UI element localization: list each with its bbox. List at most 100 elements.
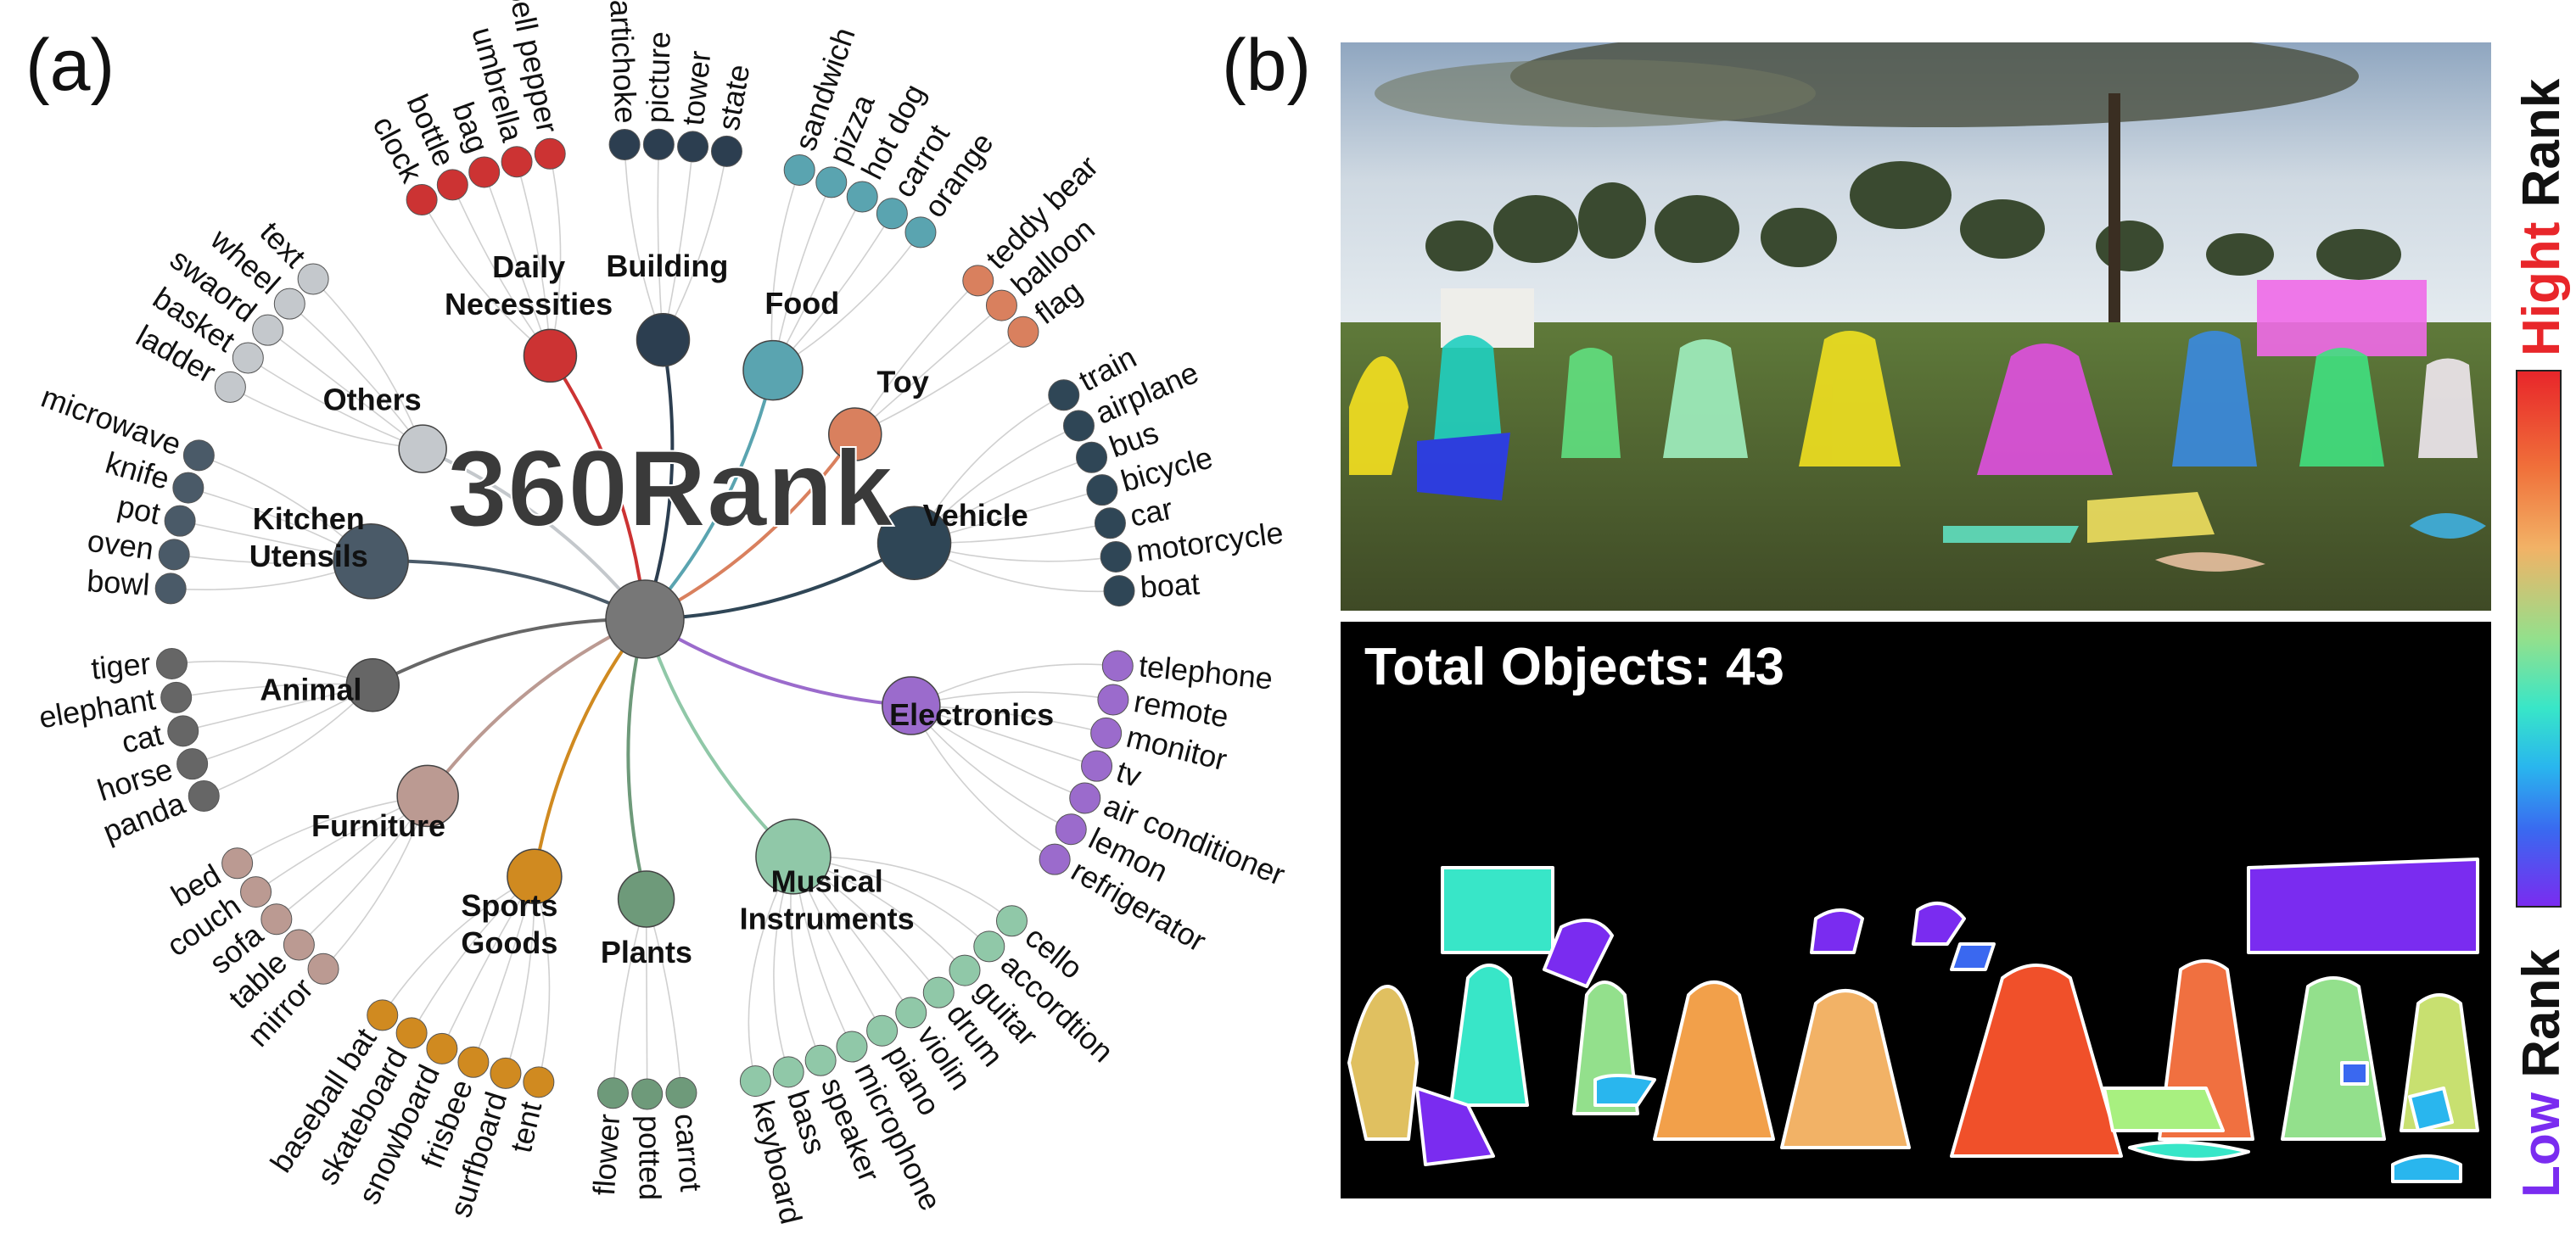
segmentation-mask: Total Objects: 43 — [1341, 622, 2491, 1198]
leaf-node — [876, 198, 908, 230]
link-leaf — [662, 151, 728, 341]
leaf-node — [1069, 782, 1101, 814]
leaf-node — [426, 1032, 458, 1064]
category-label-musical-instruments: Musical Instruments — [740, 863, 915, 936]
panorama-photo — [1341, 42, 2491, 611]
total-objects-label: Total Objects: 43 — [1364, 638, 1784, 696]
category-label-kitchen-utensils: Kitchen Utensils — [249, 501, 368, 573]
leaf-node — [1090, 717, 1123, 749]
leaf-node — [501, 146, 533, 178]
link-center-animal — [372, 617, 646, 687]
leaf-node — [985, 289, 1017, 321]
leaf-node — [895, 997, 927, 1029]
category-label-food: Food — [764, 286, 839, 321]
link-center-kitchen-utensils — [371, 559, 646, 621]
leaf-node — [1048, 379, 1080, 411]
leaf-node — [155, 647, 188, 679]
link-leaf — [645, 898, 682, 1093]
leaf-node — [167, 715, 199, 747]
leaf-node — [158, 539, 190, 571]
leaf-node — [164, 505, 196, 537]
leaf-node — [772, 1056, 804, 1088]
leaf-node — [866, 1014, 899, 1047]
link-center-plants — [626, 618, 648, 900]
leaf-node — [1081, 750, 1113, 782]
colorbar-bottom-label: Low Rank — [2512, 858, 2572, 1198]
leaf-node — [252, 314, 284, 346]
leaf-label: pot — [115, 489, 163, 531]
category-node-daily-necessities — [523, 328, 578, 383]
colorbar-top-word1: Hight — [2512, 221, 2571, 356]
leaf-node — [1086, 474, 1118, 506]
leaf-label: tv — [1112, 754, 1145, 795]
category-label-furniture: Furniture — [311, 808, 445, 843]
node-layer — [154, 128, 1135, 1110]
leaf-node — [176, 748, 209, 780]
leaf-node — [154, 573, 187, 605]
category-node-building — [636, 312, 691, 367]
leaf-node — [297, 263, 329, 295]
leaf-node — [1076, 441, 1108, 473]
leaf-node — [1094, 507, 1126, 539]
leaf-node — [160, 681, 193, 713]
leaf-node — [1097, 684, 1129, 716]
link-leaf — [657, 144, 664, 340]
leaf-node — [395, 1017, 428, 1049]
leaf-label: bowl — [86, 563, 151, 602]
leaf-node — [182, 439, 215, 472]
link-center-electronics — [643, 617, 911, 708]
leaf-label: oven — [86, 523, 156, 567]
leaf-label: carrot — [668, 1112, 708, 1193]
leaf-node — [739, 1065, 771, 1098]
leaf-node — [523, 1066, 555, 1098]
leaf-label: flower — [586, 1113, 626, 1197]
category-node-musical-instruments — [755, 818, 832, 895]
category-node-vehicle — [876, 506, 952, 580]
category-node-others — [398, 424, 447, 473]
leaf-label: boat — [1140, 566, 1201, 604]
category-node-animal — [345, 657, 400, 712]
leaf-node — [188, 780, 220, 813]
leaf-node — [406, 184, 438, 216]
category-label-electronics: Electronics — [889, 697, 1054, 732]
category-label-daily-necessities: Daily Necessities — [445, 249, 613, 321]
leaf-node — [457, 1046, 490, 1078]
leaf-label: state — [711, 62, 757, 133]
link-leaf — [312, 278, 423, 450]
rank-colorbar — [2516, 370, 2562, 908]
leaf-node — [1055, 813, 1087, 846]
link-leaf — [854, 280, 979, 435]
leaf-node — [804, 1044, 837, 1076]
category-label-toy: Toy — [876, 364, 928, 399]
leaf-node — [665, 1076, 697, 1109]
leaf-node — [710, 135, 742, 167]
category-label-building: Building — [606, 249, 728, 283]
leaf-node — [815, 166, 848, 198]
leaf-node — [214, 371, 246, 403]
leaf-node — [962, 265, 994, 297]
leaf-node — [1062, 410, 1095, 442]
category-node-sports-goods — [507, 848, 563, 905]
link-leaf — [612, 898, 647, 1093]
colorbar-top-word2: Rank — [2512, 78, 2571, 208]
leaf-node — [922, 976, 955, 1008]
leaf-label: tiger — [90, 645, 153, 685]
category-node-food — [742, 339, 804, 401]
leaf-label: potted — [632, 1115, 667, 1200]
link-leaf — [229, 386, 423, 450]
category-node-toy — [828, 407, 882, 461]
category-label-plants: Plants — [601, 935, 692, 969]
center-title: 360Rank — [447, 428, 894, 550]
category-label-vehicle: Vehicle — [923, 498, 1028, 533]
leaf-node — [260, 903, 293, 936]
leaf-node — [1101, 650, 1134, 682]
leaf-node — [232, 342, 264, 374]
panel-b-label: (b) — [1222, 25, 1312, 106]
leaf-node — [307, 953, 339, 985]
leaf-node — [1100, 540, 1132, 573]
leaf-node — [596, 1077, 629, 1109]
leaf-node — [608, 129, 641, 161]
leaf-node — [436, 169, 468, 201]
